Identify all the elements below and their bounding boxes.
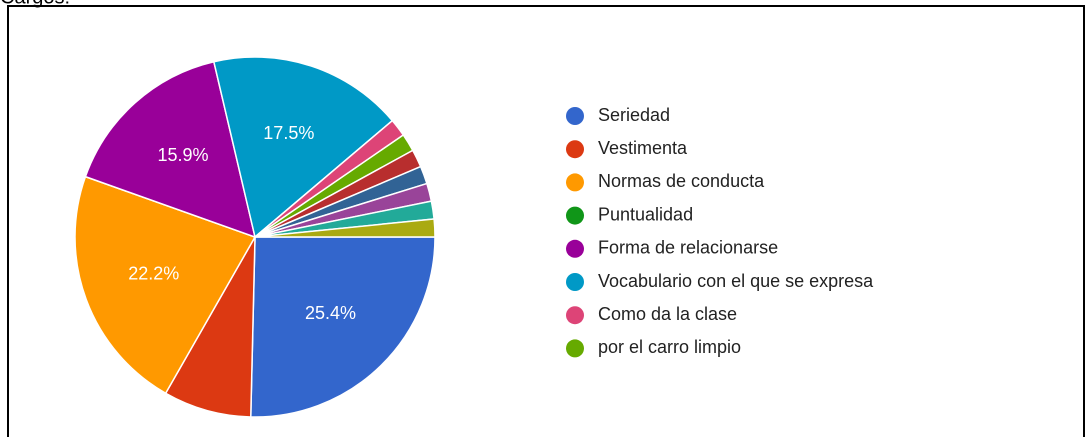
legend-label: Normas de conducta <box>598 171 765 191</box>
legend-label: Vestimenta <box>598 138 688 158</box>
slice-label: 22.2% <box>128 263 179 283</box>
pie-slice <box>74 175 257 395</box>
pie-slice <box>84 60 257 239</box>
legend-label: Forma de relacionarse <box>598 238 778 258</box>
legend-swatch <box>566 339 584 358</box>
legend-swatch <box>566 140 584 159</box>
legend-swatch <box>566 206 584 225</box>
legend-label: Puntualidad <box>598 204 693 224</box>
pie-slice <box>249 236 436 418</box>
slice-label: 17.5% <box>263 123 314 143</box>
pie-slice <box>212 56 394 239</box>
legend-swatch <box>566 239 584 258</box>
legend-label: por el carro limpio <box>598 337 741 357</box>
legend-swatch <box>566 306 584 325</box>
legend-swatch <box>566 173 584 192</box>
legend-swatch <box>566 273 584 291</box>
legend-label: Seriedad <box>598 105 670 125</box>
chart-title: Cargos: <box>0 0 70 8</box>
legend-label: Vocabulario con el que se expresa <box>598 271 874 291</box>
legend-swatch <box>566 107 584 125</box>
slice-label: 25.4% <box>305 303 356 323</box>
slice-label: 15.9% <box>157 145 208 165</box>
pie-slice <box>254 218 436 238</box>
legend-label: Como da la clase <box>598 304 737 324</box>
